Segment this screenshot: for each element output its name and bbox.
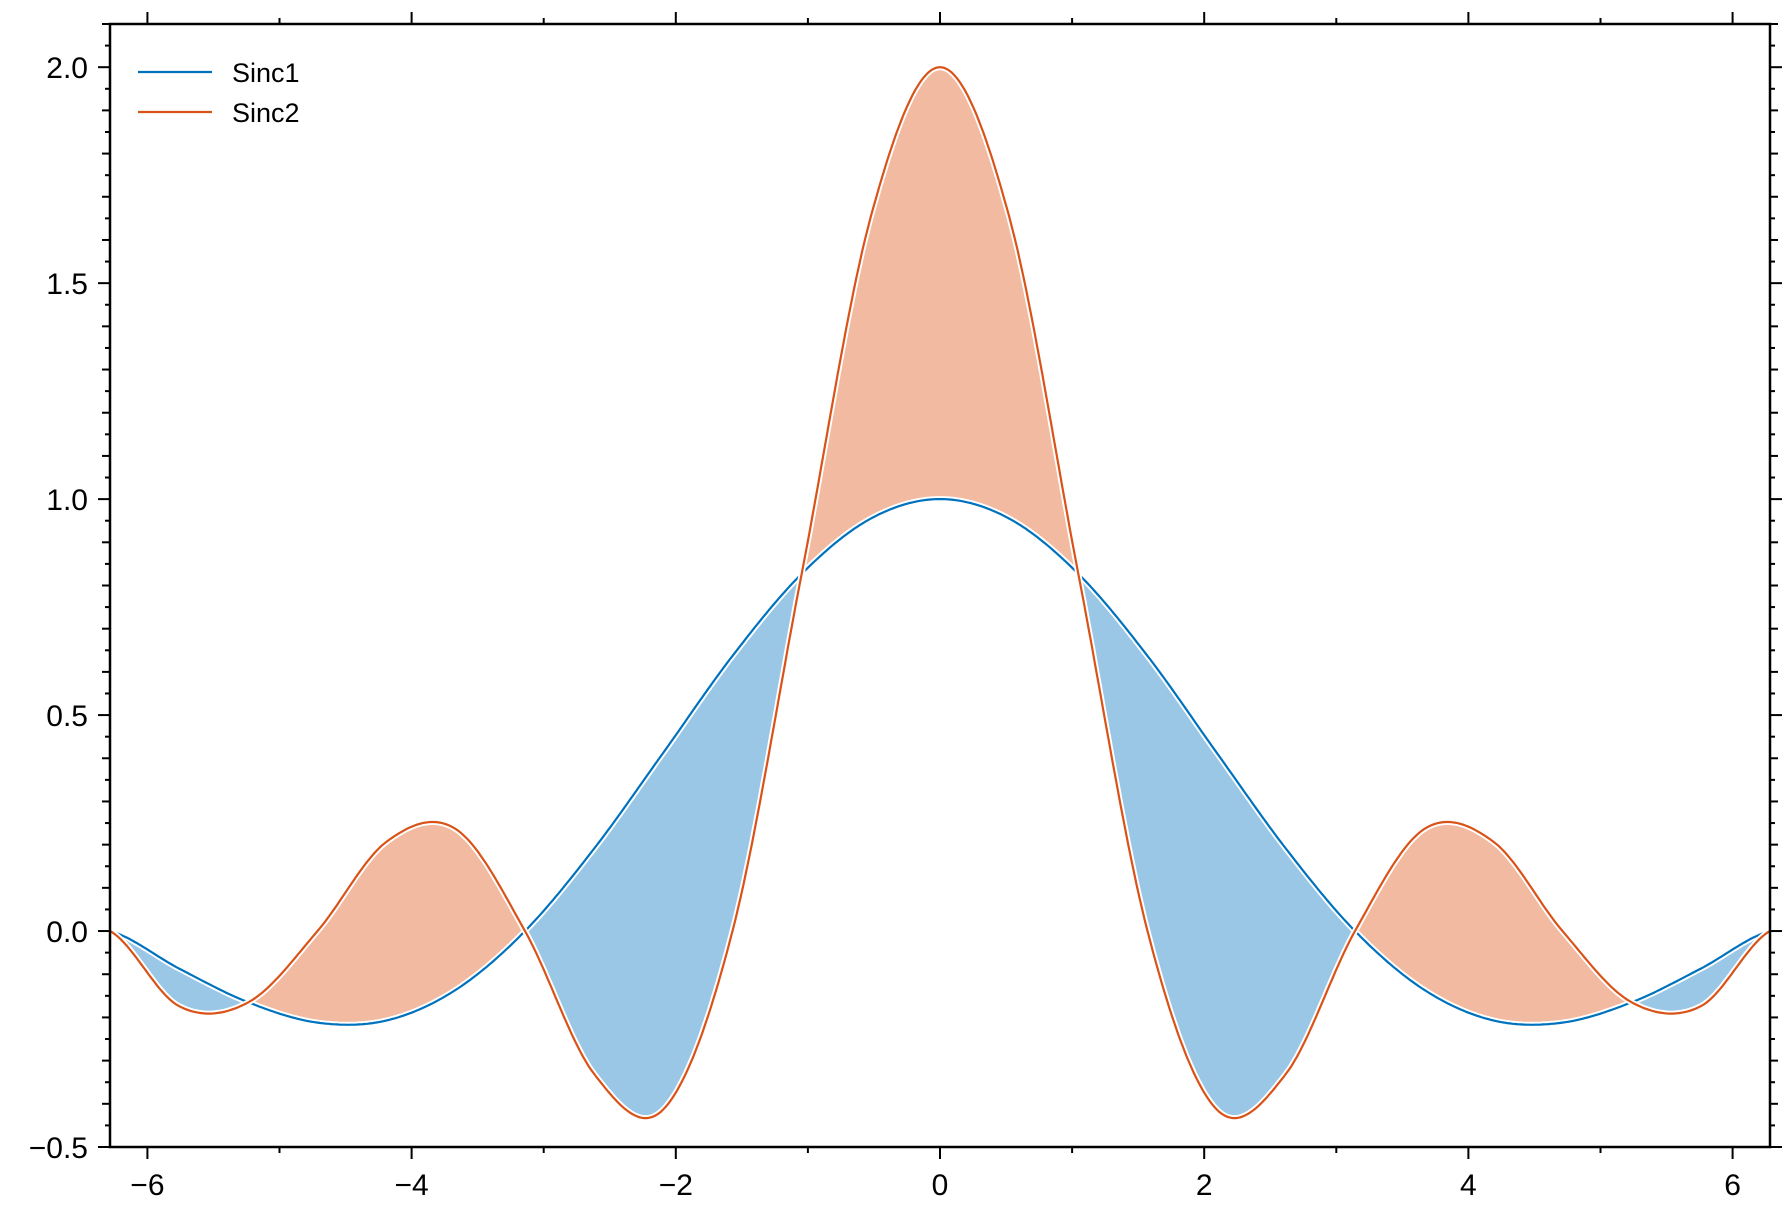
x-tick-label: 4 (1460, 1169, 1477, 1202)
y-tick-label: 2.0 (46, 52, 88, 85)
x-tick-label: −4 (394, 1169, 428, 1202)
fill-between-areas (110, 67, 1770, 1119)
x-tick-label: 2 (1196, 1169, 1213, 1202)
series-line-sinc1 (109, 498, 1771, 1026)
legend-label-sinc2: Sinc2 (232, 98, 300, 128)
y-tick-label: 0.0 (46, 916, 88, 949)
x-tick-label: 6 (1724, 1169, 1741, 1202)
series-line-sinc2 (109, 66, 1771, 1120)
y-tick-label: 1.0 (46, 484, 88, 517)
fill-region-sinc1-above (1078, 573, 1358, 1119)
x-tick-label: −6 (130, 1169, 164, 1202)
y-axis-tick-labels: −0.5 0.0 0.5 1.0 1.5 2.0 (29, 52, 88, 1165)
series-lines (108, 64, 1772, 1122)
x-tick-label: 0 (932, 1169, 949, 1202)
x-axis-tick-labels: −6 −4 −2 0 2 4 6 (130, 1169, 1741, 1202)
y-tick-label: 1.5 (46, 268, 88, 301)
fill-region-sinc1-above (1631, 931, 1770, 1014)
fill-region-sinc2-above (1357, 822, 1632, 1025)
fill-region-sinc2-above (804, 67, 1079, 574)
axis-ticks (98, 12, 1782, 1159)
fill-region-sinc2-above (251, 822, 525, 1025)
legend-label-sinc1: Sinc1 (232, 58, 300, 88)
fill-region-sinc1-above (525, 559, 805, 1119)
x-tick-label: −2 (659, 1169, 693, 1202)
y-tick-label: 0.5 (46, 700, 88, 733)
y-tick-label: −0.5 (29, 1132, 88, 1165)
legend: Sinc1 Sinc2 (138, 58, 300, 128)
